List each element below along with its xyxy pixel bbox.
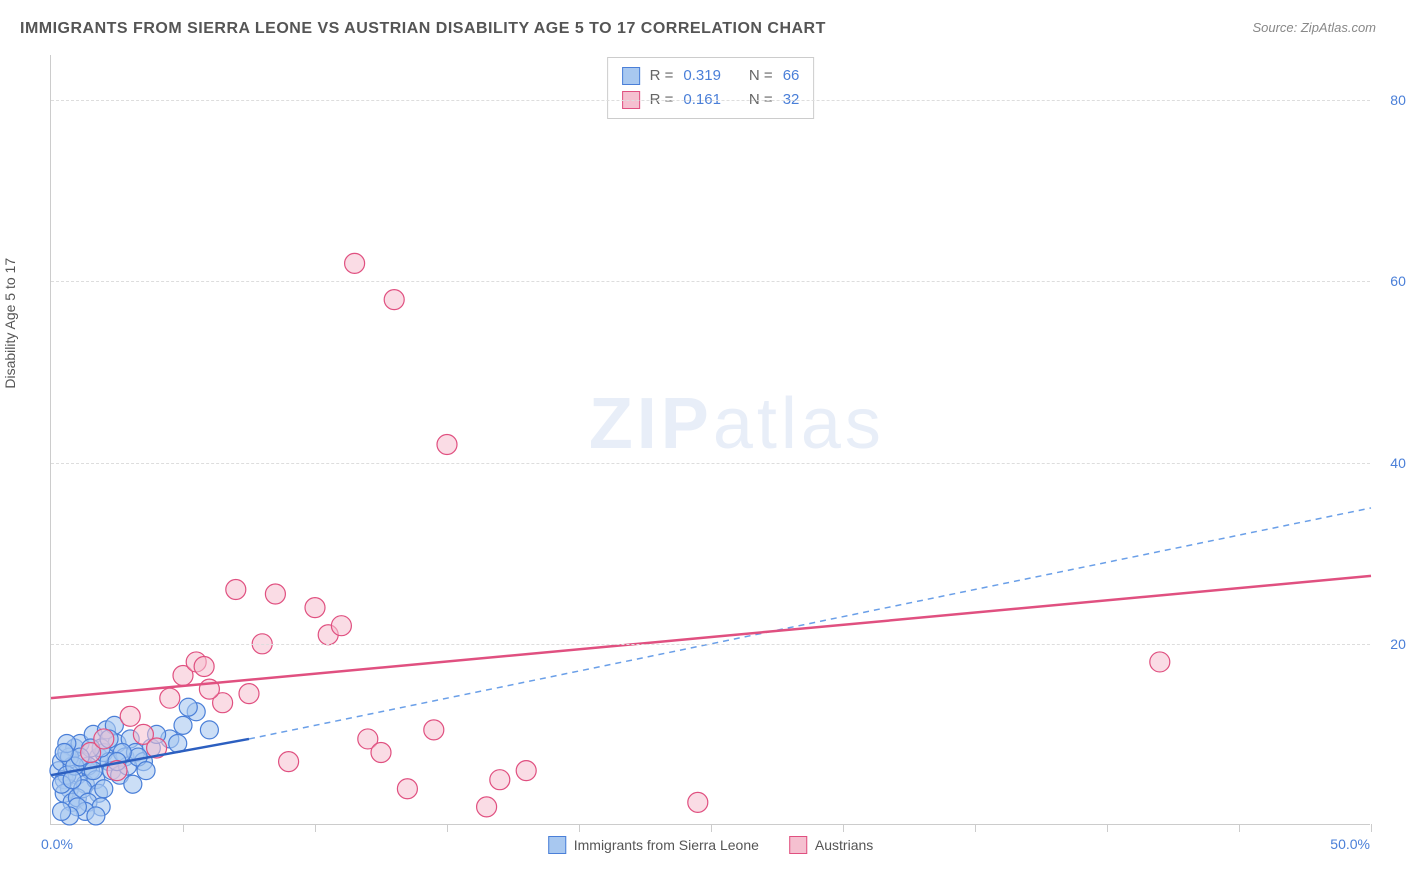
gridline — [51, 281, 1370, 282]
plot-svg — [51, 55, 1370, 824]
x-axis-label-max: 50.0% — [1330, 836, 1370, 852]
scatter-point — [55, 744, 73, 762]
n-value: 66 — [783, 64, 800, 88]
scatter-point — [279, 752, 299, 772]
x-tick — [315, 824, 316, 832]
y-tick-label: 80.0% — [1390, 92, 1406, 108]
legend-swatch — [548, 836, 566, 854]
chart-title: IMMIGRANTS FROM SIERRA LEONE VS AUSTRIAN… — [20, 20, 826, 38]
scatter-point — [345, 253, 365, 273]
scatter-point — [331, 616, 351, 636]
scatter-point — [371, 743, 391, 763]
scatter-point — [397, 779, 417, 799]
r-label: R = — [650, 64, 674, 88]
plot-area: ZIPatlas R =0.319N =66R =0.161N =32 0.0%… — [50, 55, 1370, 825]
x-tick — [183, 824, 184, 832]
scatter-point — [194, 656, 214, 676]
legend-label: Austrians — [815, 837, 873, 853]
y-tick-label: 20.0% — [1390, 636, 1406, 652]
x-tick — [1107, 824, 1108, 832]
y-tick-label: 40.0% — [1390, 455, 1406, 471]
trend-line-dashed — [249, 508, 1371, 739]
y-tick-label: 60.0% — [1390, 273, 1406, 289]
scatter-point — [265, 584, 285, 604]
x-tick — [711, 824, 712, 832]
x-axis-label-min: 0.0% — [41, 836, 73, 852]
x-tick — [1239, 824, 1240, 832]
scatter-point — [179, 698, 197, 716]
x-tick — [843, 824, 844, 832]
scatter-point — [174, 716, 192, 734]
stats-row: R = 0.319 N = 66 — [622, 64, 800, 88]
stats-box: R =0.319N =66R =0.161N =32 — [607, 57, 815, 119]
legend-item: Immigrants from Sierra Leone — [548, 836, 759, 854]
legend-swatch — [622, 67, 640, 85]
scatter-point — [477, 797, 497, 817]
scatter-point — [200, 721, 218, 739]
scatter-point — [516, 761, 536, 781]
scatter-point — [160, 688, 180, 708]
scatter-point — [490, 770, 510, 790]
bottom-legend: Immigrants from Sierra Leone Austrians — [548, 836, 874, 854]
scatter-point — [424, 720, 444, 740]
y-axis-label: Disability Age 5 to 17 — [2, 258, 18, 389]
scatter-point — [94, 729, 114, 749]
scatter-point — [120, 706, 140, 726]
r-value: 0.319 — [683, 64, 721, 88]
n-label: N = — [749, 64, 773, 88]
scatter-point — [84, 762, 102, 780]
scatter-point — [239, 684, 259, 704]
x-tick — [1371, 824, 1372, 832]
trend-line — [51, 576, 1371, 698]
source-label: Source: ZipAtlas.com — [1252, 20, 1376, 35]
scatter-point — [688, 792, 708, 812]
scatter-point — [87, 807, 105, 825]
legend-swatch — [789, 836, 807, 854]
scatter-point — [384, 290, 404, 310]
legend-item: Austrians — [789, 836, 873, 854]
scatter-point — [53, 802, 71, 820]
gridline — [51, 644, 1370, 645]
chart-container: IMMIGRANTS FROM SIERRA LEONE VS AUSTRIAN… — [0, 0, 1406, 892]
gridline — [51, 100, 1370, 101]
x-tick — [579, 824, 580, 832]
scatter-point — [124, 775, 142, 793]
x-tick — [447, 824, 448, 832]
scatter-point — [437, 435, 457, 455]
x-tick — [975, 824, 976, 832]
scatter-point — [95, 780, 113, 798]
scatter-point — [1150, 652, 1170, 672]
scatter-point — [137, 762, 155, 780]
gridline — [51, 463, 1370, 464]
legend-label: Immigrants from Sierra Leone — [574, 837, 759, 853]
scatter-point — [305, 598, 325, 618]
scatter-point — [226, 579, 246, 599]
